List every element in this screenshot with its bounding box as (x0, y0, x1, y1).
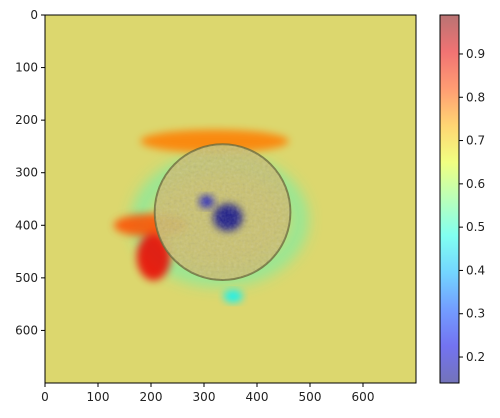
x-tick-label: 400 (246, 390, 269, 404)
colorbar-tick-label: 0.4 (466, 263, 485, 277)
y-tick-label: 200 (15, 113, 38, 127)
x-tick-label: 500 (299, 390, 322, 404)
cell-granules (154, 144, 291, 280)
colorbar-tick-label: 0.8 (466, 90, 485, 104)
y-tick-label: 300 (15, 166, 38, 180)
x-axis: 0 100 200 300 400 500 600 (41, 383, 374, 404)
colorbar-frame (439, 14, 460, 384)
y-tick-label: 500 (15, 271, 38, 285)
heatmap-area (45, 15, 416, 383)
x-tick-label: 200 (140, 390, 163, 404)
region-bottom-blob (223, 289, 243, 303)
x-tick-label: 0 (41, 390, 49, 404)
y-tick-label: 100 (15, 61, 38, 75)
x-tick-label: 100 (87, 390, 110, 404)
y-tick-label: 600 (15, 323, 38, 337)
x-tick-label: 600 (352, 390, 375, 404)
x-tick-label: 300 (193, 390, 216, 404)
y-tick-label: 0 (30, 8, 38, 22)
cell-texture (154, 144, 291, 280)
colorbar-tick-label: 0.3 (466, 307, 485, 321)
colorbar-gradient (440, 15, 459, 383)
region-upper-high-band (140, 129, 289, 153)
colorbar: 0.2 0.3 0.4 0.5 0.6 0.7 0.8 0.9 (439, 14, 485, 384)
colorbar-tick-label: 0.7 (466, 134, 485, 148)
plot-frame (44, 14, 417, 384)
colorbar-tick-label: 0.2 (466, 350, 485, 364)
colorbar-tick-label: 0.9 (466, 47, 485, 61)
colorbar-ticks: 0.2 0.3 0.4 0.5 0.6 0.7 0.8 0.9 (459, 47, 485, 364)
y-axis: 0 100 200 300 400 500 600 (15, 8, 45, 337)
colorbar-tick-label: 0.6 (466, 177, 485, 191)
colorbar-tick-label: 0.5 (466, 220, 485, 234)
y-tick-label: 400 (15, 218, 38, 232)
